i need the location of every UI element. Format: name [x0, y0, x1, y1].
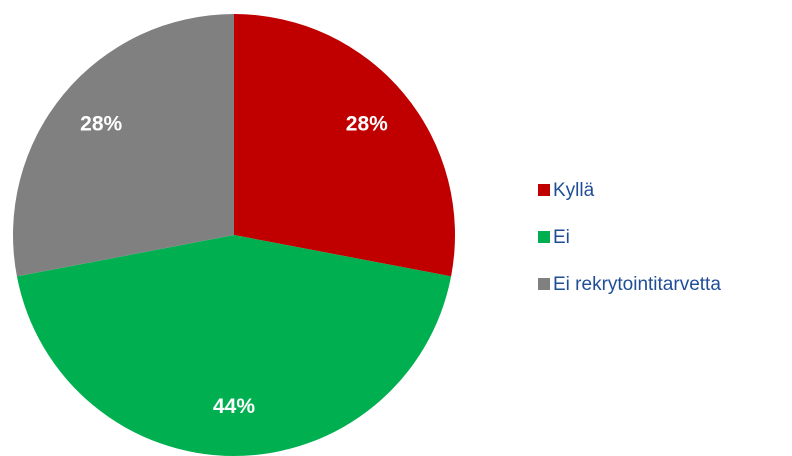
slice-label: 28% [80, 113, 122, 136]
pie-slice [16, 235, 452, 456]
pie-slice [234, 14, 455, 277]
pie-slice [12, 14, 234, 277]
legend-swatch [538, 184, 550, 196]
slice-label: 44% [213, 395, 255, 418]
legend-swatch [538, 278, 550, 290]
legend-label: Ei [553, 227, 570, 248]
slice-label: 28% [346, 113, 388, 136]
legend-swatch [538, 231, 550, 243]
legend-label: Kyllä [553, 180, 595, 201]
legend-label: Ei rekrytointitarvetta [553, 274, 721, 295]
